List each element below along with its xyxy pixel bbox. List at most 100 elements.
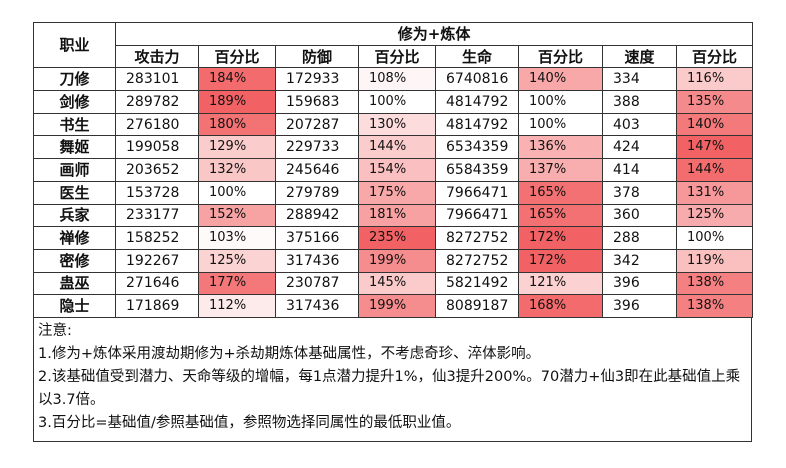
class-name: 剑修 <box>33 90 116 114</box>
data-row: 画师 203652 132% 245646 154% 6584359 137% 414 144% <box>33 158 754 182</box>
percent-cell: 138% <box>675 271 754 296</box>
percent-cell: 189% <box>198 90 276 114</box>
data-row: 蛊巫 271646 177% 230787 145% 5821492 121% 396 138% <box>33 271 754 296</box>
value-cell: 230787 <box>275 271 359 296</box>
percent-cell: 140% <box>518 67 603 92</box>
value-cell: 288 <box>602 226 677 250</box>
percent-cell: 140% <box>675 112 754 137</box>
percent-cell: 165% <box>518 203 603 228</box>
value-cell: 403 <box>602 112 677 137</box>
value-cell: 192267 <box>115 248 199 273</box>
percent-cell: 154% <box>358 158 436 182</box>
value-cell: 276180 <box>115 112 199 137</box>
value-cell: 378 <box>602 180 677 205</box>
value-cell: 207287 <box>275 112 359 137</box>
value-cell: 203652 <box>115 158 199 182</box>
data-row: 隐士 171869 112% 317436 199% 8089187 168% 396 138% <box>33 294 754 318</box>
column-header: 百分比 <box>675 44 754 69</box>
value-cell: 334 <box>602 67 677 92</box>
percent-cell: 144% <box>358 135 436 160</box>
percent-cell: 175% <box>358 180 436 205</box>
percent-cell: 125% <box>675 203 754 228</box>
percent-cell: 136% <box>518 135 603 160</box>
percent-cell: 116% <box>675 67 754 92</box>
column-header: 防御 <box>275 44 359 69</box>
data-row: 剑修 289782 189% 159683 100% 4814792 100% 388 135% <box>33 90 754 114</box>
value-cell: 7966471 <box>435 203 519 228</box>
value-cell: 342 <box>602 248 677 273</box>
value-cell: 414 <box>602 158 677 182</box>
value-cell: 8089187 <box>435 294 519 318</box>
class-name: 画师 <box>33 158 116 182</box>
data-row: 兵家 233177 152% 288942 181% 7966471 165% 360 125% <box>33 203 754 228</box>
percent-cell: 100% <box>518 112 603 137</box>
value-cell: 375166 <box>275 226 359 250</box>
value-cell: 271646 <box>115 271 199 296</box>
percent-cell: 199% <box>358 294 436 318</box>
percent-cell: 103% <box>198 226 276 250</box>
percent-cell: 119% <box>675 248 754 273</box>
value-cell: 4814792 <box>435 112 519 137</box>
header-row: 职业 修为+炼体 <box>33 21 754 69</box>
class-name: 禅修 <box>33 226 116 250</box>
value-cell: 159683 <box>275 90 359 114</box>
value-cell: 396 <box>602 294 677 318</box>
note-item: 1.修为+炼体采用渡劫期修为+杀劫期炼体基础属性，不考虑奇珍、淬体影响。 <box>38 345 541 362</box>
percent-cell: 172% <box>518 226 603 250</box>
value-cell: 8272752 <box>435 226 519 250</box>
column-header: 百分比 <box>518 44 603 69</box>
class-name: 蛊巫 <box>33 271 116 296</box>
column-header: 生命 <box>435 44 519 69</box>
value-cell: 233177 <box>115 203 199 228</box>
data-row: 密修 192267 125% 317436 199% 8272752 172% 342 119% <box>33 248 754 273</box>
value-cell: 171869 <box>115 294 199 318</box>
data-row: 禅修 158252 103% 375166 235% 8272752 172% 288 100% <box>33 226 754 250</box>
value-cell: 317436 <box>275 294 359 318</box>
percent-cell: 121% <box>518 271 603 296</box>
column-header-row: 攻击力 百分比 防御 百分比 生命 百分比 速度 百分比 <box>34 44 754 69</box>
value-cell: 283101 <box>115 67 199 92</box>
value-cell: 424 <box>602 135 677 160</box>
value-cell: 245646 <box>275 158 359 182</box>
percent-cell: 100% <box>675 226 754 250</box>
value-cell: 289782 <box>115 90 199 114</box>
stats-table: 职业 修为+炼体 攻击力 百分比 防御 百分比 生命 百分比 速度 百分比 刀修 283101 1… <box>33 21 754 318</box>
percent-cell: 235% <box>358 226 436 250</box>
value-cell: 279789 <box>275 180 359 205</box>
column-header: 攻击力 <box>115 44 199 69</box>
percent-cell: 180% <box>198 112 276 137</box>
percent-cell: 137% <box>518 158 603 182</box>
percent-cell: 100% <box>198 180 276 205</box>
class-name: 隐士 <box>33 294 116 318</box>
percent-cell: 199% <box>358 248 436 273</box>
percent-cell: 108% <box>358 67 436 92</box>
percent-cell: 131% <box>675 180 754 205</box>
data-row: 书生 276180 180% 207287 130% 4814792 100% 403 140% <box>33 112 754 137</box>
data-row: 医生 153728 100% 279789 175% 7966471 165% 378 131% <box>33 180 754 205</box>
value-cell: 7966471 <box>435 180 519 205</box>
data-row: 舞姬 199058 129% 229733 144% 6534359 136% 424 147% <box>33 135 754 160</box>
percent-cell: 184% <box>198 67 276 92</box>
class-name: 书生 <box>33 112 116 137</box>
percent-cell: 112% <box>198 294 276 318</box>
class-name: 舞姬 <box>33 135 116 160</box>
percent-cell: 144% <box>675 158 754 182</box>
notes-title: 注意: <box>38 322 72 339</box>
percent-cell: 145% <box>358 271 436 296</box>
percent-cell: 125% <box>198 248 276 273</box>
class-name: 兵家 <box>33 203 116 228</box>
percent-cell: 135% <box>675 90 754 114</box>
value-cell: 5821492 <box>435 271 519 296</box>
value-cell: 158252 <box>115 226 199 250</box>
class-name: 医生 <box>33 180 116 205</box>
class-name: 密修 <box>33 248 116 273</box>
percent-cell: 100% <box>358 90 436 114</box>
value-cell: 6740816 <box>435 67 519 92</box>
percent-cell: 138% <box>675 294 754 318</box>
percent-cell: 165% <box>518 180 603 205</box>
value-cell: 172933 <box>275 67 359 92</box>
note-item: 3.百分比=基础值/参照基础值，参照物选择同属性的最低职业值。 <box>38 414 461 431</box>
corner-header: 职业 <box>33 21 116 69</box>
value-cell: 388 <box>602 90 677 114</box>
value-cell: 153728 <box>115 180 199 205</box>
